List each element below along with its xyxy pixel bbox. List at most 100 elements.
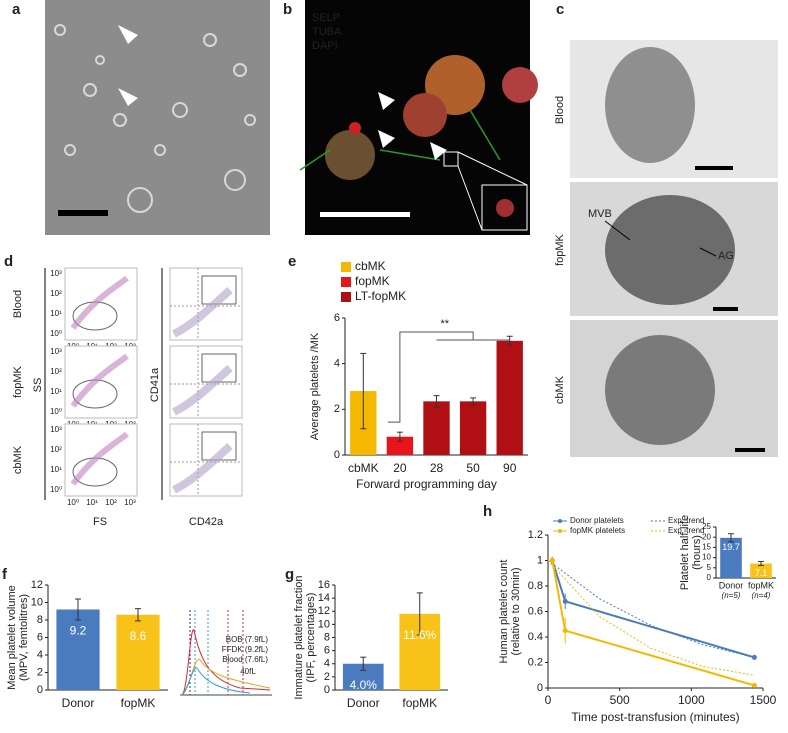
flow-tick: 10⁰ [67,498,79,507]
y-axis-title: Human platelet count [498,560,510,664]
flow-population [70,353,129,408]
point [562,628,568,634]
legend-label: Donor platelets [570,516,624,525]
y-tick-label: 10 [702,553,711,562]
flow-tick: 10³ [50,269,62,278]
x-tick-label: fopMK [402,696,437,710]
x-tick-label: 28 [430,461,444,475]
y-tick-label: 0.2 [528,656,543,668]
inset-legend: FFDK (9.2fL) [222,645,269,654]
legend-label: LT-fopMK [355,289,406,303]
y-tick-label: 0 [324,684,330,696]
micrograph-b: SELP TUBA DAPI [299,0,538,235]
panel-letter: e [288,253,296,270]
panel-letter: a [12,1,21,18]
point [751,682,757,688]
flow-tick: 10¹ [86,498,98,507]
row-label: cbMK [12,445,24,474]
micrograph-c: Blood fopMK cbMK MVB AG [554,40,778,457]
panel-letter: b [283,1,292,18]
flow-population [172,365,233,416]
row-label: Blood [554,96,566,124]
data-label: 8.6 [130,629,147,643]
micrograph-a [45,0,270,235]
bar [423,401,450,455]
x-axis-title: Forward programming day [356,477,497,491]
flow-tick: 10² [50,367,62,376]
stain-label: TUBA [312,26,342,38]
row-label: fopMK [12,365,24,397]
data-label: 4.0% [350,678,378,692]
legend-swatch [341,262,351,272]
y-tick-label: 6 [37,631,43,643]
axis-title: CD42a [189,516,224,528]
y-tick-label: 6 [334,312,340,324]
y-tick-label: 8 [324,631,330,643]
y-tick-label: 25 [702,522,711,531]
inset-legend: Blood (7.6fL) [222,655,268,664]
legend-label: fopMK platelets [570,526,625,535]
em-annotation: AG [718,250,734,262]
y-tick-label: 4 [334,358,340,370]
x-tick-label: 20 [393,461,407,475]
y-tick-label: 10 [318,618,330,630]
y-tick-label: 6 [324,645,330,657]
flow-population [70,431,129,486]
y-axis-title: Mean platelet volume [6,585,18,690]
flow-tick: 10³ [50,347,62,356]
y-axis-title: (IPF, percentages) [305,593,317,683]
y-tick-label: 0 [334,449,340,461]
x-tick-label: fopMK [748,580,774,590]
data-label: 9.2 [70,624,87,638]
row-label: fopMK [554,233,566,265]
point [751,654,757,660]
bar [386,436,414,455]
panel-letter: c [556,1,564,18]
legend-swatch [341,292,351,302]
stain-label: DAPI [312,40,338,52]
y-tick-label: 0 [37,684,43,696]
y-tick-label: 12 [31,579,43,591]
legend-label: Exp. trend [668,526,704,535]
axis-title: CD41a [149,367,161,402]
x-tick-label: fopMK [121,696,156,710]
y-tick-label: 4 [37,649,43,661]
y-tick-label: 20 [702,532,711,541]
x-tick-label: 50 [466,461,480,475]
x-tick-sublabel: (n=5) [722,591,741,600]
y-tick-label: 0.4 [528,631,543,643]
y-tick-label: 5 [707,563,712,572]
flow-tick: 10⁰ [50,485,62,494]
row-label: cbMK [554,375,566,404]
legend-swatch [341,277,351,287]
y-tick-label: 14 [318,592,330,604]
flow-population [172,287,233,338]
y-tick-label: 2 [324,671,330,683]
bar [750,563,772,578]
row-label: Blood [12,290,24,318]
y-axis-title: (relative to 30min) [510,567,522,655]
y-tick-label: 1 [537,554,543,566]
bar [116,614,160,690]
flow-population [172,443,233,494]
x-tick-label: 500 [610,693,630,707]
y-tick-label: 0 [537,682,543,694]
flow-population [70,275,129,330]
y-tick-label: 15 [702,543,711,552]
stain-label: SELP [312,12,340,24]
series-line [551,560,755,687]
point [549,558,555,563]
x-tick-label: Donor [62,696,95,710]
x-tick-label: 90 [503,461,517,475]
data-label: 7.1 [755,568,768,578]
x-tick-label: Donor [719,580,744,590]
y-tick-label: 0.8 [528,580,543,592]
x-axis-title: Time post-transfusion (minutes) [571,710,739,724]
bar [496,340,523,455]
flow-tick: 10² [105,498,117,507]
histogram-inset: 40fL [180,610,272,696]
panel-letter: h [483,503,492,520]
y-tick-label: 2 [334,403,340,415]
axis-title: SS [32,378,44,393]
